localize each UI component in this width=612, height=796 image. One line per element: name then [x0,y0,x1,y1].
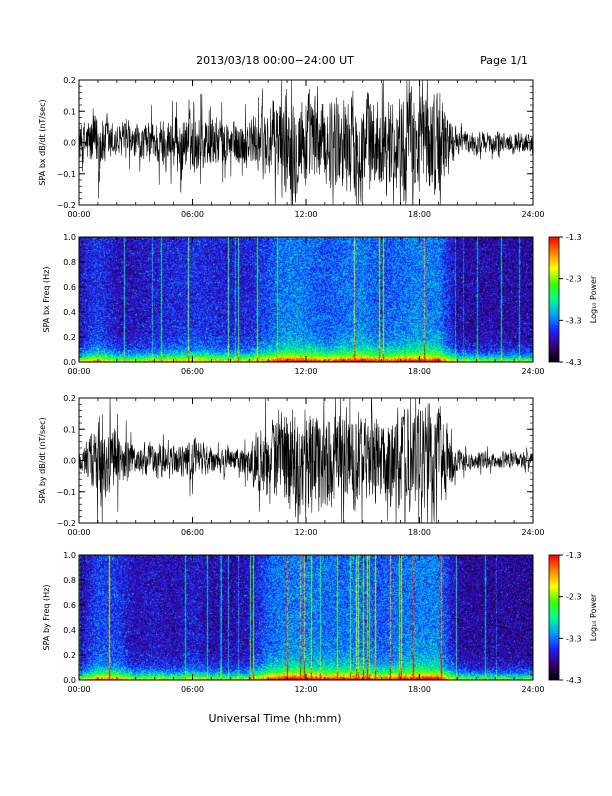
x-tick-label: 18:00 [408,528,431,537]
x-tick-label: 18:00 [408,685,431,694]
colorbar-tick-label: -3.3 [566,634,582,643]
y-tick-label: −0.1 [57,488,76,497]
by-dbdt-ylabel: SPA by dB/dt (nT/sec) [38,417,47,503]
x-tick-label: 12:00 [294,367,317,376]
y-tick-label: 0.2 [63,651,76,660]
x-tick-label: 00:00 [67,685,90,694]
y-tick-label: 0.0 [63,457,76,466]
y-tick-label: −0.2 [57,201,76,210]
panel-bx-dbdt: 00:00 06:00 12:00 18:00 24:00 −0.2 −0.1 0.0 0.1 0… [38,76,545,219]
colorbar-bx-label: Log₁₀ Power [589,275,598,323]
x-tick-label: 12:00 [294,210,317,219]
y-tick-label: 1.0 [63,551,76,560]
y-tick-label: 0.2 [63,333,76,342]
bx-spectrogram-image [79,237,533,362]
figure-title: 2013/03/18 00:00−24:00 UT [196,54,354,67]
x-tick-label: 00:00 [67,528,90,537]
y-tick-label: −0.2 [57,519,76,528]
x-tick-label: 18:00 [408,367,431,376]
y-tick-label: 0.2 [63,394,76,403]
colorbar-bx: -1.3 -2.3 -3.3 -4.3 Log₁₀ Power [548,233,598,367]
bx-dbdt-ylabel: SPA bx dB/dt (nT/sec) [38,99,47,185]
colorbar-tick-label: -1.3 [566,551,582,560]
y-tick-label: −0.1 [57,170,76,179]
x-tick-label: 06:00 [181,210,204,219]
y-tick-label: 0.4 [63,308,76,317]
y-tick-label: 0.8 [63,576,76,585]
y-tick-label: 0.0 [63,676,76,685]
x-tick-label: 24:00 [521,685,544,694]
dbdt-series-line [78,397,534,524]
colorbar-tick-label: -2.3 [566,275,582,284]
y-tick-label: 0.0 [63,358,76,367]
y-tick-label: 0.0 [63,139,76,148]
panel-by-dbdt: 00:00 06:00 12:00 18:00 24:00 −0.2 −0.1 0.0 0.1 0… [38,394,545,537]
colorbar-tick-label: -1.3 [566,233,582,242]
x-tick-label: 00:00 [67,367,90,376]
x-tick-label: 06:00 [181,685,204,694]
x-tick-label: 12:00 [294,685,317,694]
x-tick-label: 06:00 [181,367,204,376]
y-tick-label: 0.1 [63,425,76,434]
x-tick-label: 24:00 [521,367,544,376]
x-tick-label: 24:00 [521,210,544,219]
x-axis-title: Universal Time (hh:mm) [209,712,342,725]
colorbar-tick-label: -4.3 [566,676,582,685]
by-freq-ylabel: SPA by Freq (Hz) [42,585,51,651]
x-tick-label: 24:00 [521,528,544,537]
panel-bx-spectrogram: 00:00 06:00 12:00 18:00 24:00 0.0 0.2 0.4 0.6 0.8… [42,233,598,376]
bx-freq-ylabel: SPA bx Freq (Hz) [42,267,51,333]
x-tick-label: 06:00 [181,528,204,537]
dbdt-series-line [78,79,534,206]
by-spectrogram-image [79,555,533,680]
y-tick-label: 0.6 [63,283,76,292]
x-tick-label: 18:00 [408,210,431,219]
y-tick-label: 0.1 [63,107,76,116]
y-tick-label: 0.8 [63,258,76,267]
colorbar-by-scale [548,554,560,681]
y-tick-label: 0.6 [63,601,76,610]
colorbar-bx-scale [548,236,560,363]
colorbar-tick-label: -2.3 [566,593,582,602]
colorbar-tick-label: -4.3 [566,358,582,367]
y-tick-label: 0.2 [63,76,76,85]
colorbar-by: -1.3 -2.3 -3.3 -4.3 Log₁₀ Power [548,551,598,685]
page-label: Page 1/1 [480,54,528,67]
x-tick-label: 12:00 [294,528,317,537]
bx-dbdt-trace [78,79,534,206]
by-dbdt-trace [78,397,534,524]
y-tick-label: 1.0 [63,233,76,242]
x-tick-label: 00:00 [67,210,90,219]
colorbar-by-label: Log₁₀ Power [589,593,598,641]
colorbar-tick-label: -3.3 [566,316,582,325]
panel-by-spectrogram: 00:00 06:00 12:00 18:00 24:00 0.0 0.2 0.4 0.6 0.8… [42,551,598,694]
y-tick-label: 0.4 [63,626,76,635]
